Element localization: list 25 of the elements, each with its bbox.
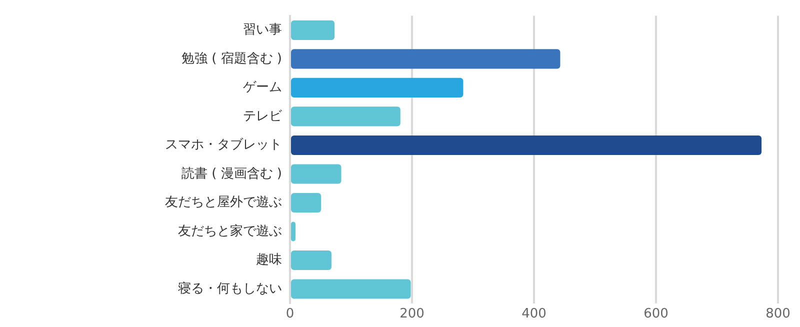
bar xyxy=(291,192,322,213)
bar xyxy=(291,164,342,184)
y-tick-label: 寝る・何もしない xyxy=(178,281,282,296)
x-tick-label: 200 xyxy=(400,306,424,322)
bar xyxy=(291,106,400,126)
y-tick-label: スマホ・タブレット xyxy=(165,138,282,153)
y-tick-label: 趣味 xyxy=(256,252,282,268)
y-tick-label: 勉強 ( 宿題含む ) xyxy=(181,50,282,66)
bar xyxy=(291,20,335,40)
bar xyxy=(291,135,762,155)
x-tick-label: 0 xyxy=(286,306,294,322)
x-tick-label: 800 xyxy=(766,306,790,322)
bar xyxy=(291,279,411,299)
y-tick-label: ゲーム xyxy=(243,80,282,96)
y-tick-label: 友だちと家で遊ぶ xyxy=(178,222,282,239)
bar xyxy=(291,78,464,98)
bar xyxy=(291,250,332,270)
y-tick-label: 読書 ( 漫画含む ) xyxy=(181,166,282,182)
y-tick-label: 習い事 xyxy=(243,22,282,38)
x-tick-label: 600 xyxy=(644,306,668,322)
y-tick-label: テレビ xyxy=(243,108,283,124)
x-tick-label: 400 xyxy=(522,306,546,322)
bar xyxy=(291,222,296,242)
bar xyxy=(291,49,560,69)
y-tick-label: 友だちと屋外で遊ぶ xyxy=(165,195,282,210)
